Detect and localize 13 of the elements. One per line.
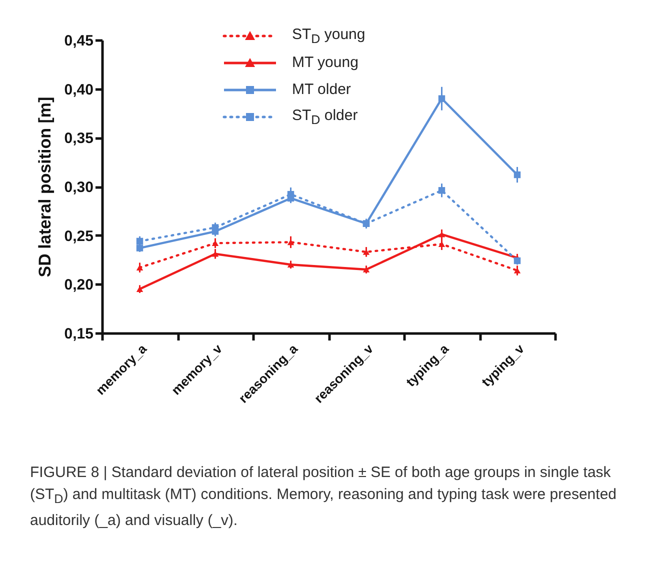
legend-label: ST$_{D}$ young xyxy=(292,26,366,46)
y-tick-label: 0,20 xyxy=(64,276,94,294)
legend-label: MT young xyxy=(292,54,358,71)
legend-label: MT older xyxy=(292,81,351,98)
legend-label: ST$_{D}$ older xyxy=(292,106,358,126)
caption: FIGURE 8 | Standard deviation of lateral position ± SE of both age groups in single task (ST$_{D}$) and multitask (MT) conditions. Memory, reasoning and typing task were presented auditorily (_a) and visually (_v). xyxy=(30,463,618,531)
y-tick-label: 0,40 xyxy=(64,81,94,98)
y-axis-title: SD lateral position [m] xyxy=(35,96,54,278)
y-tick-label: 0,35 xyxy=(64,130,94,148)
y-tick-label: 0,15 xyxy=(64,326,94,342)
y-tick-label: 0,25 xyxy=(64,228,94,245)
y-tick-label: 0,45 xyxy=(64,32,94,50)
y-tick-label: 0,30 xyxy=(64,179,94,196)
